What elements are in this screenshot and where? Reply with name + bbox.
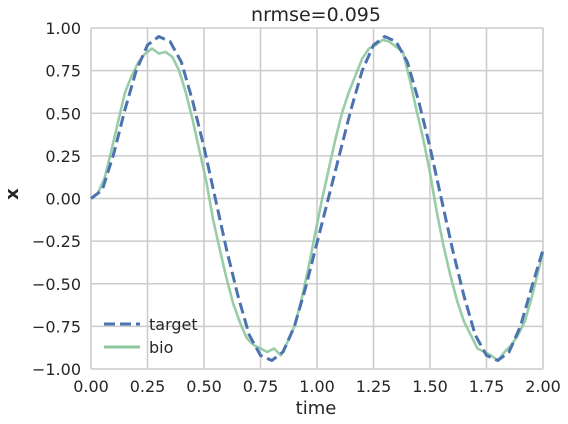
y-tick-labels: 1.00 0.75 0.50 0.25 0.00 −0.25 −0.50 −0.75 −1.00	[32, 19, 81, 379]
y-tick-label: 1.00	[45, 19, 81, 38]
x-tick-label: 1.75	[469, 377, 505, 396]
series-layer	[90, 35, 545, 362]
x-tick-label: 0.50	[186, 377, 222, 396]
chart-title: nrmse=0.095	[251, 4, 381, 26]
x-tick-labels: 0.00 0.25 0.50 0.75 1.00 1.25 1.50 1.75 2.00	[73, 377, 561, 396]
y-tick-label: −1.00	[32, 360, 81, 379]
x-tick-label: 2.00	[525, 377, 561, 396]
y-tick-label: 0.75	[45, 62, 81, 81]
series-line-target	[90, 35, 545, 362]
y-tick-label: 0.00	[45, 190, 81, 209]
y-tick-label: −0.25	[32, 232, 81, 251]
y-tick-label: −0.75	[32, 317, 81, 336]
grid	[90, 27, 544, 370]
x-tick-label: 0.00	[73, 377, 109, 396]
x-tick-label: 1.25	[356, 377, 392, 396]
y-axis-label: x	[2, 188, 23, 200]
legend-label-target: target	[149, 315, 198, 334]
legend-label-bio: bio	[149, 338, 173, 357]
x-axis-label: time	[296, 398, 337, 419]
x-tick-label: 0.75	[243, 377, 279, 396]
y-tick-label: −0.50	[32, 275, 81, 294]
x-tick-label: 1.00	[299, 377, 335, 396]
legend: target bio	[104, 315, 198, 357]
y-tick-label: 0.25	[45, 147, 81, 166]
y-tick-label: 0.50	[45, 104, 81, 123]
x-tick-label: 0.25	[130, 377, 166, 396]
x-tick-label: 1.50	[412, 377, 448, 396]
series-line-bio	[90, 38, 545, 362]
